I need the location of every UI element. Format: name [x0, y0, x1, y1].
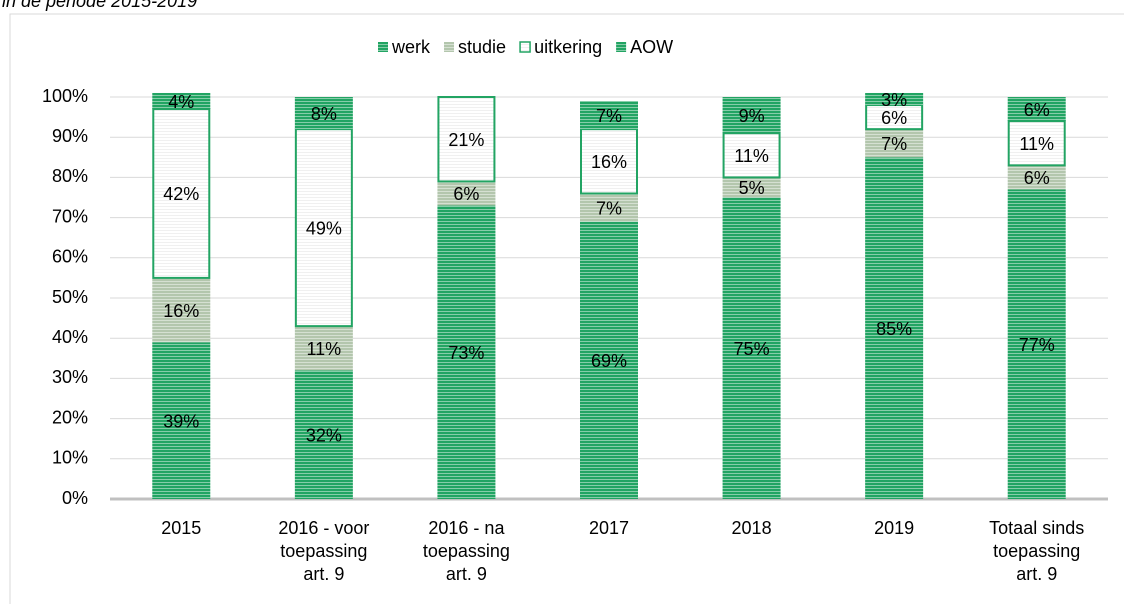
bar-segment [865, 129, 924, 158]
legend-marker [378, 42, 388, 52]
legend-marker [444, 42, 455, 52]
data-label: 6% [1024, 168, 1050, 188]
data-label: 6% [881, 108, 907, 128]
bar-segment [865, 104, 924, 131]
y-tick-label: 60% [52, 247, 88, 267]
bar-segment [722, 197, 781, 499]
legend-label: uitkering [534, 37, 602, 57]
y-tick-label: 10% [52, 448, 88, 468]
bar-segment [294, 97, 353, 130]
x-tick-label: 2019 [874, 518, 915, 538]
data-label: 32% [306, 425, 342, 445]
data-label: 69% [591, 351, 627, 371]
bar-segment [152, 342, 211, 499]
data-label: 8% [311, 104, 337, 124]
data-label: 75% [734, 339, 770, 359]
y-tick-label: 70% [52, 206, 88, 226]
bar-segment [580, 221, 638, 499]
legend-label: studie [458, 37, 506, 57]
data-label: 21% [448, 130, 484, 150]
data-label: 11% [734, 146, 769, 166]
bar-segment [580, 128, 638, 195]
bar-segment [722, 132, 781, 179]
data-label: 39% [163, 411, 199, 431]
legend-marker [519, 41, 531, 53]
bar-segment [437, 205, 496, 500]
y-tick-label: 20% [52, 407, 88, 427]
data-label: 11% [307, 339, 342, 359]
chart-frame [9, 13, 1124, 604]
y-tick-label: 30% [52, 367, 88, 387]
bar-segment [722, 97, 781, 134]
y-tick-label: 0% [62, 488, 88, 508]
y-tick-label: 100% [42, 86, 88, 106]
legend-label: werk [391, 37, 431, 57]
y-tick-label: 90% [52, 126, 88, 146]
data-label: 5% [739, 178, 765, 198]
data-label: 49% [306, 218, 342, 238]
bar-segment [580, 101, 638, 130]
data-label: 16% [163, 301, 199, 321]
y-tick-label: 50% [52, 287, 88, 307]
legend-marker [616, 42, 627, 52]
data-label: 42% [163, 184, 199, 204]
legend-label: AOW [630, 37, 673, 57]
bar-segment [1007, 120, 1066, 167]
bar-segment [294, 370, 353, 499]
data-label: 7% [881, 134, 907, 154]
bar-segment [294, 326, 353, 371]
data-label: 16% [591, 152, 627, 172]
data-label: 9% [739, 106, 765, 126]
bar-segment [1007, 165, 1066, 190]
x-tick-label: 2018 [731, 518, 772, 538]
x-tick-label: 2016 - na toepassing art. 9 [422, 518, 510, 584]
data-label: 7% [596, 106, 622, 126]
data-label: 7% [596, 198, 622, 218]
x-tick-label: Totaal sinds toepassing art. 9 [989, 518, 1085, 584]
bar-segment [722, 177, 781, 198]
bar-segment [152, 92, 211, 110]
bar-segment [437, 181, 496, 206]
bar-segment [152, 277, 211, 343]
data-label: 6% [453, 184, 479, 204]
subtitle: in de periode 2015-2019 [2, 0, 197, 11]
y-tick-label: 80% [52, 166, 88, 186]
x-tick-label: 2016 - voor toepassing art. 9 [278, 518, 370, 584]
x-tick-label: 2015 [161, 518, 202, 538]
x-tick-label: 2017 [588, 518, 630, 538]
bar-segment [580, 193, 638, 222]
data-label: 6% [1024, 100, 1050, 120]
bar-segment [437, 96, 496, 183]
data-label: 4% [168, 92, 194, 112]
data-label: 85% [876, 319, 912, 339]
data-label: 3% [881, 90, 907, 110]
bar-segment [1007, 97, 1066, 122]
bar-segment [1007, 189, 1066, 499]
data-label: 77% [1019, 335, 1055, 355]
data-label: 73% [448, 343, 484, 363]
bar-segment [865, 92, 924, 106]
y-tick-label: 40% [52, 327, 88, 347]
data-label: 11% [1019, 134, 1054, 154]
bar-segment [865, 157, 924, 500]
